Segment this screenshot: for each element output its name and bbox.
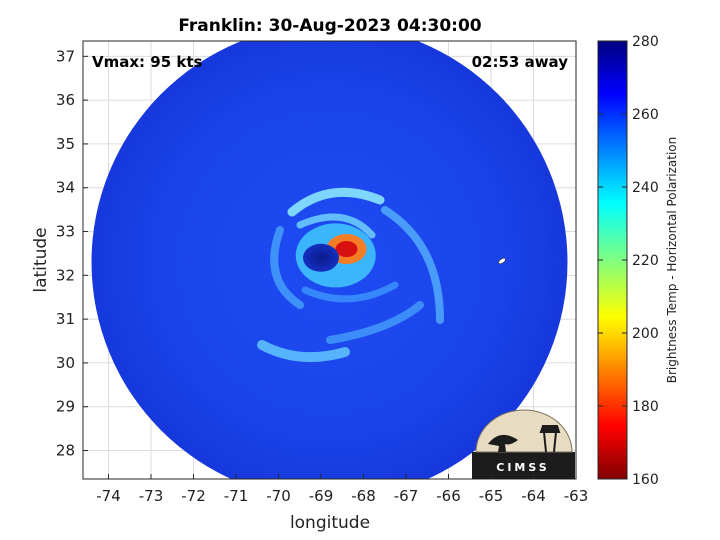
colorbar-tick-label: 200 — [632, 326, 659, 342]
y-axis-ticks: 37 36 35 34 33 32 31 30 29 28 — [56, 47, 88, 460]
x-tick-label: -74 — [96, 487, 121, 505]
colorbar-tick-label: 160 — [632, 472, 659, 488]
time-away-label: 02:53 away — [472, 53, 569, 71]
y-tick-label: 32 — [56, 266, 75, 284]
x-tick-label: -65 — [479, 487, 504, 505]
colorbar-tick-label: 220 — [632, 253, 659, 269]
y-tick-label: 36 — [56, 91, 75, 109]
y-tick-label: 34 — [56, 179, 75, 197]
outer-rainband-south — [326, 301, 424, 344]
x-tick-label: -68 — [351, 487, 376, 505]
dish-icon — [488, 434, 518, 452]
x-axis-ticks: -74 -73 -72 -71 -70 -69 -68 -67 -66 -65 -64 -63 — [96, 474, 588, 505]
rainbands — [257, 187, 444, 363]
colorbar-label: Brightness Temp - Horizontal Polarizatio… — [665, 137, 679, 384]
rainband-east — [381, 206, 444, 324]
y-axis-label: latitude — [31, 227, 51, 292]
inner-rainband — [287, 187, 385, 217]
chart-title: Franklin: 30-Aug-2023 04:30:00 — [178, 16, 481, 36]
x-tick-label: -70 — [266, 487, 291, 505]
plot-frame — [82, 40, 577, 480]
x-axis-label: longitude — [290, 513, 370, 533]
y-tick-label: 28 — [56, 442, 75, 460]
colorbar-tick-label: 260 — [632, 107, 659, 123]
y-tick-label: 37 — [56, 47, 75, 65]
rainband-west — [270, 226, 304, 309]
y-tick-label: 30 — [56, 354, 75, 372]
y-tick-label: 35 — [56, 135, 75, 153]
y-tick-label: 33 — [56, 223, 75, 241]
rainband-spiral — [296, 213, 376, 239]
colorbar-ticks: 280 260 240 220 200 180 160 — [598, 34, 659, 488]
cimss-logo: CIMSS — [472, 409, 575, 479]
y-tick-label: 31 — [56, 310, 75, 328]
colorbar-tick-label: 240 — [632, 180, 659, 196]
x-tick-label: -73 — [139, 487, 164, 505]
x-tick-label: -71 — [224, 487, 249, 505]
outer-rainband — [257, 340, 350, 363]
x-tick-label: -64 — [521, 487, 546, 505]
x-tick-label: -63 — [564, 487, 589, 505]
small-speck — [498, 257, 506, 265]
x-tick-label: -67 — [394, 487, 419, 505]
vmax-label: Vmax: 95 kts — [92, 53, 202, 71]
hot-eyewall-core — [335, 241, 358, 258]
colorbar-tick-label: 180 — [632, 399, 659, 415]
logo-text: CIMSS — [496, 461, 549, 474]
logo-bg — [472, 452, 575, 479]
x-tick-label: -66 — [436, 487, 461, 505]
colorbar-tick-label: 280 — [632, 34, 659, 50]
x-tick-label: -69 — [309, 487, 334, 505]
water-tower-icon — [539, 425, 561, 453]
y-tick-label: 29 — [56, 398, 75, 416]
rainband-inner-south — [301, 281, 399, 303]
x-tick-label: -72 — [181, 487, 206, 505]
storm-eye — [303, 243, 339, 272]
